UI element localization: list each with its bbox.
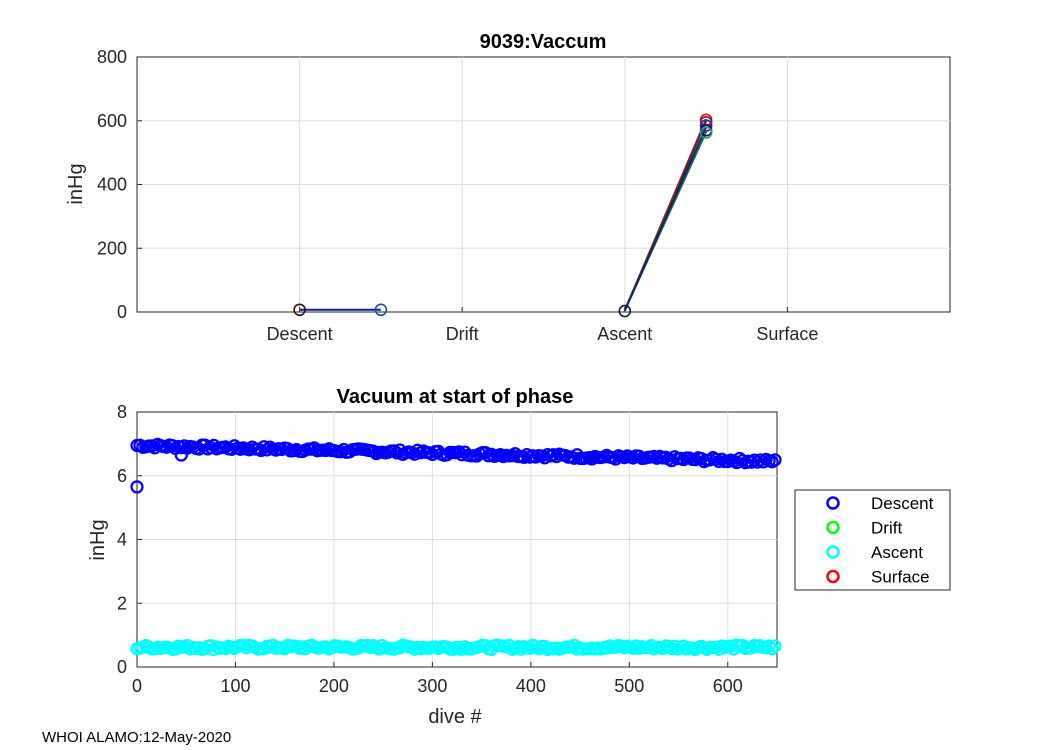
bottom-scatter-points: [130, 437, 782, 657]
descent-point: [130, 480, 144, 494]
bottom-y-tick-label: 4: [117, 530, 127, 550]
ascent-point: [765, 642, 779, 656]
bottom-x-ticks: 0 100 200 300 400 500 600: [132, 662, 743, 696]
descent-point: [709, 452, 723, 466]
legend-box: [794, 489, 951, 591]
descent-point: [174, 448, 188, 462]
bottom-x-tick-label: 100: [220, 676, 250, 696]
bottom-x-tick-label: 400: [516, 676, 546, 696]
top-markers: [293, 113, 713, 318]
bottom-x-tick-label: 300: [417, 676, 447, 696]
top-marker: [699, 119, 713, 132]
legend-marker-descent: [826, 496, 840, 510]
top-y-tick-label: 400: [97, 175, 127, 195]
legend-label-ascent: Ascent: [871, 543, 923, 562]
bottom-y-tick-label: 0: [117, 657, 127, 677]
bottom-y-tick-label: 8: [117, 402, 127, 422]
descent-point: [768, 453, 782, 467]
bottom-chart-title: Vacuum at start of phase: [337, 386, 574, 408]
bottom-x-tick-label: 0: [132, 676, 142, 696]
ascent-point: [168, 642, 182, 656]
descent-point: [756, 455, 770, 469]
top-y-tick-label: 800: [97, 47, 127, 67]
top-line-ascent-d: [623, 126, 708, 311]
legend-marker-ascent: [826, 545, 840, 559]
top-x-tick-label: Drift: [446, 324, 479, 344]
top-y-tick-label: 200: [97, 238, 127, 258]
descent-point: [411, 443, 425, 457]
bottom-y-axis-label: inHg: [87, 519, 109, 560]
descent-point: [257, 440, 271, 454]
descent-point: [281, 441, 295, 456]
bottom-x-axis-label: dive #: [428, 706, 482, 728]
bottom-y-tick-label: 2: [117, 593, 127, 613]
top-marker: [374, 303, 388, 317]
footer-label: WHOI ALAMO:12-May-2020: [42, 729, 231, 746]
top-marker: [293, 303, 306, 317]
legend-label-descent: Descent: [871, 494, 934, 513]
top-chart-title: 9039:Vaccum: [480, 31, 607, 53]
top-x-tick-label: Descent: [267, 324, 333, 344]
bottom-y-ticks: 0 2 4 6 8: [117, 402, 142, 677]
ascent-point: [278, 642, 292, 656]
ascent-point: [676, 639, 691, 653]
top-y-ticks: 0 200 400 600 800: [97, 47, 142, 322]
top-x-tick-label: Surface: [756, 324, 818, 344]
ascent-point: [762, 639, 776, 653]
top-y-tick-label: 600: [97, 111, 127, 131]
top-series-lines: [299, 118, 708, 311]
top-y-tick-label: 0: [117, 302, 127, 322]
legend: Descent Drift Ascent Surface: [794, 489, 951, 591]
descent-point: [440, 448, 454, 462]
top-x-tick-label: Ascent: [597, 324, 652, 344]
ascent-point: [600, 641, 614, 655]
top-grid: [137, 57, 950, 312]
legend-label-drift: Drift: [871, 519, 902, 538]
top-marker: [699, 116, 713, 129]
descent-point: [608, 452, 623, 466]
bottom-x-tick-label: 200: [319, 676, 349, 696]
descent-point: [307, 441, 321, 455]
vacuum-start-chart: 0 2 4 6 8 0 100 200 300 400 500 600 Vacuum at star…: [87, 386, 782, 728]
ascent-point: [667, 639, 682, 653]
descent-point: [585, 452, 599, 466]
bottom-x-tick-label: 500: [614, 676, 644, 696]
ascent-point: [665, 641, 679, 656]
top-marker: [699, 126, 713, 139]
ascent-point: [768, 639, 782, 653]
legend-marker-surface: [826, 569, 840, 584]
ascent-point: [644, 639, 658, 653]
legend-label-surface: Surface: [871, 568, 930, 587]
ascent-point: [514, 642, 528, 656]
bottom-x-tick-label: 600: [713, 676, 743, 696]
top-marker: [618, 304, 632, 318]
ascent-point: [656, 641, 670, 656]
ascent-point: [236, 638, 250, 652]
bottom-y-tick-label: 6: [117, 466, 127, 486]
top-y-axis-label: inHg: [65, 163, 87, 204]
top-x-ticks: Descent Drift Ascent Surface: [267, 307, 818, 344]
legend-marker-drift: [826, 520, 840, 535]
